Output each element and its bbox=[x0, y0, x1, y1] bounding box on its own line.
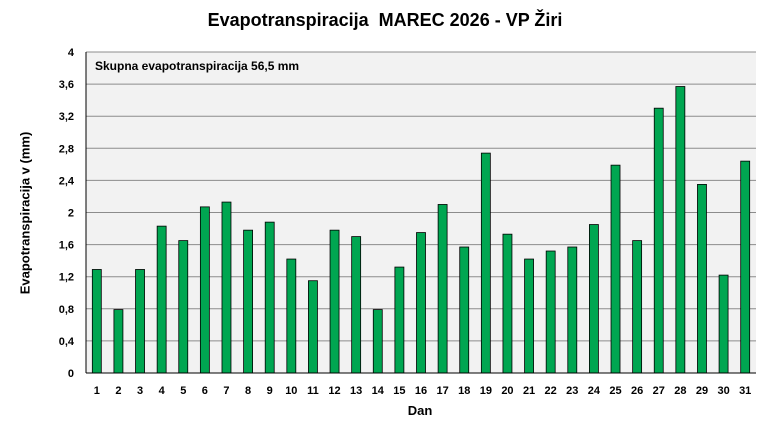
bar-day-6 bbox=[199, 206, 210, 374]
y-tick-label: 3,2 bbox=[59, 111, 74, 123]
bar-day-11 bbox=[308, 280, 318, 374]
bar-day-8 bbox=[243, 229, 254, 374]
bar-day-14 bbox=[372, 309, 383, 374]
x-tick-label: 15 bbox=[393, 385, 405, 397]
y-tick-label: 0,4 bbox=[59, 336, 75, 348]
y-tick-label: 4 bbox=[68, 47, 75, 59]
bar-day-24 bbox=[589, 224, 599, 374]
x-tick-label: 4 bbox=[159, 385, 166, 397]
x-tick-label: 29 bbox=[696, 385, 708, 397]
x-tick-label: 26 bbox=[631, 385, 643, 397]
x-tick-label: 18 bbox=[458, 385, 470, 397]
bar-day-20 bbox=[502, 233, 513, 374]
x-tick-label: 21 bbox=[523, 385, 535, 397]
x-tick-label: 2 bbox=[115, 385, 121, 397]
y-tick-label: 0,8 bbox=[59, 304, 74, 316]
bar-day-15 bbox=[394, 266, 405, 374]
bar-day-2 bbox=[113, 309, 124, 374]
bar-day-23 bbox=[567, 246, 578, 374]
y-tick-label: 2 bbox=[68, 208, 74, 220]
y-tick-label: 2,4 bbox=[59, 175, 75, 187]
y-tick-label: 2,8 bbox=[59, 143, 74, 155]
y-tick-label: 1,2 bbox=[59, 272, 74, 284]
bar-day-9 bbox=[264, 221, 275, 374]
x-tick-label: 11 bbox=[307, 385, 319, 397]
bar-day-5 bbox=[178, 240, 189, 374]
x-tick-label: 27 bbox=[653, 385, 665, 397]
x-tick-label: 20 bbox=[501, 385, 513, 397]
x-tick-label: 14 bbox=[372, 385, 385, 397]
y-tick-label: 3,6 bbox=[59, 79, 74, 91]
bar-day-13 bbox=[351, 236, 362, 374]
x-tick-label: 3 bbox=[137, 385, 143, 397]
x-tick-label: 24 bbox=[588, 385, 601, 397]
bar-day-22 bbox=[545, 250, 556, 374]
x-tick-label: 22 bbox=[545, 385, 557, 397]
bar-day-4 bbox=[156, 225, 167, 374]
x-tick-label: 28 bbox=[674, 385, 686, 397]
bar-day-17 bbox=[437, 204, 448, 374]
bar-day-21 bbox=[524, 258, 534, 374]
x-tick-label: 31 bbox=[739, 385, 751, 397]
x-tick-label: 23 bbox=[566, 385, 578, 397]
x-tick-label: 12 bbox=[328, 385, 340, 397]
x-tick-label: 1 bbox=[94, 385, 100, 397]
x-tick-label: 5 bbox=[180, 385, 186, 397]
bar-day-16 bbox=[416, 232, 426, 374]
x-tick-label: 8 bbox=[245, 385, 251, 397]
bar-day-30 bbox=[718, 274, 729, 374]
x-tick-label: 19 bbox=[480, 385, 492, 397]
x-tick-label: 9 bbox=[267, 385, 273, 397]
x-axis-label: Dan bbox=[407, 403, 433, 418]
chart-title: Evapotranspiracija MAREC 2026 - VP Žiri bbox=[207, 10, 563, 30]
bar-day-7 bbox=[221, 201, 232, 374]
bar-day-18 bbox=[459, 246, 470, 374]
x-tick-label: 13 bbox=[350, 385, 362, 397]
x-tick-label: 6 bbox=[202, 385, 208, 397]
bar-day-26 bbox=[632, 240, 643, 374]
x-tick-label: 10 bbox=[285, 385, 297, 397]
x-tick-label: 7 bbox=[223, 385, 229, 397]
bar-day-25 bbox=[610, 164, 621, 374]
y-tick-label: 0 bbox=[68, 368, 74, 380]
bar-day-10 bbox=[286, 258, 297, 374]
bar-day-19 bbox=[480, 152, 491, 374]
bar-day-28 bbox=[675, 86, 686, 374]
bar-day-1 bbox=[91, 269, 102, 374]
x-tick-label: 16 bbox=[415, 385, 427, 397]
bar-day-29 bbox=[697, 184, 707, 374]
bar-day-31 bbox=[740, 160, 751, 374]
x-tick-label: 30 bbox=[717, 385, 729, 397]
total-annotation: Skupna evapotranspiracija 56,5 mm bbox=[95, 59, 299, 73]
x-tick-labels: 1 2 3 4 5 6 7 8 9 10 11 12 13 14 15 16 17 18 19 20 21 22 23 24 2… bbox=[94, 385, 752, 397]
x-tick-label: 17 bbox=[436, 385, 448, 397]
x-tick-label: 25 bbox=[609, 385, 621, 397]
bar-day-12 bbox=[329, 229, 340, 374]
bar-day-27 bbox=[653, 107, 664, 374]
y-tick-labels: 0 0,4 0,8 1,2 1,6 2 2,4 2,8 3,2 3,6 4 bbox=[59, 47, 75, 380]
bars bbox=[91, 86, 751, 374]
bar-day-3 bbox=[135, 269, 145, 374]
y-tick-label: 1,6 bbox=[59, 240, 74, 252]
